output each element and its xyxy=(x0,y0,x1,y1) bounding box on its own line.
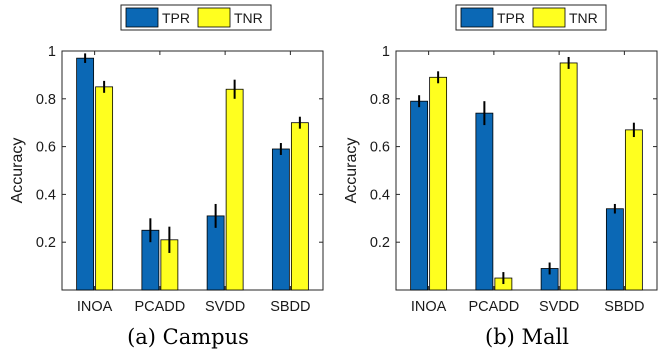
bar-tnr-inoa xyxy=(95,86,114,291)
y-tick-label: 0.4 xyxy=(370,187,390,203)
plot-area xyxy=(395,50,658,291)
bar-tpr-sbdd xyxy=(271,148,290,291)
legend: TPR TNR xyxy=(455,4,607,31)
bar-tnr-sbdd xyxy=(290,122,309,291)
x-tick-label: INOA xyxy=(411,299,447,315)
y-tick-label: 0.8 xyxy=(36,92,56,108)
bar-tpr-inoa xyxy=(410,100,429,291)
bar-tnr-svdd xyxy=(225,88,244,291)
legend-label-tpr: TPR xyxy=(497,10,525,26)
y-tick-label: 1 xyxy=(48,44,56,60)
plot-area xyxy=(61,50,324,291)
y-tick-label: 0.6 xyxy=(370,140,390,156)
legend-swatch-tnr xyxy=(197,7,231,28)
y-axis-label: Accuracy xyxy=(343,138,360,204)
y-axis-label: Accuracy xyxy=(9,138,26,204)
x-tick-label: SBDD xyxy=(604,299,644,315)
y-tick-label: 0.2 xyxy=(370,235,390,251)
y-tick-label: 0.6 xyxy=(36,140,56,156)
chart-caption: (a) Campus xyxy=(127,325,249,349)
bar-tpr-pcadd xyxy=(475,112,494,291)
legend-label-tnr: TNR xyxy=(234,10,263,26)
bar-tpr-inoa xyxy=(76,57,95,291)
y-tick-label: 1 xyxy=(382,44,390,60)
y-tick-label: 0.4 xyxy=(36,187,56,203)
bar-tnr-inoa xyxy=(429,76,448,291)
bar-tnr-svdd xyxy=(559,62,578,291)
chart-caption: (b) Mall xyxy=(485,325,569,349)
x-tick-label: SVDD xyxy=(205,299,245,315)
legend-swatch-tpr xyxy=(460,7,494,28)
bar-tpr-sbdd xyxy=(605,208,624,291)
legend: TPR TNR xyxy=(120,4,272,31)
x-tick-label: INOA xyxy=(77,299,113,315)
x-tick-label: SVDD xyxy=(539,299,579,315)
y-tick-label: 0.2 xyxy=(36,235,56,251)
y-tick-label: 0.8 xyxy=(370,92,390,108)
legend-label-tnr: TNR xyxy=(569,10,598,26)
legend-swatch-tnr xyxy=(532,7,566,28)
x-tick-label: SBDD xyxy=(270,299,310,315)
bar-tnr-sbdd xyxy=(624,129,643,291)
legend-label-tpr: TPR xyxy=(162,10,190,26)
chart-panel-2: 0.2 0.4 0.6 0.8 1 INOA PCADD SVDD SBDD Accuracy TP… xyxy=(343,4,658,349)
x-tick-label: PCADD xyxy=(134,299,185,315)
legend-swatch-tpr xyxy=(125,7,159,28)
x-tick-label: PCADD xyxy=(468,299,519,315)
chart-panel-1: 0.2 0.4 0.6 0.8 1 INOA PCADD SVDD SBDD Accuracy TP… xyxy=(9,4,324,349)
